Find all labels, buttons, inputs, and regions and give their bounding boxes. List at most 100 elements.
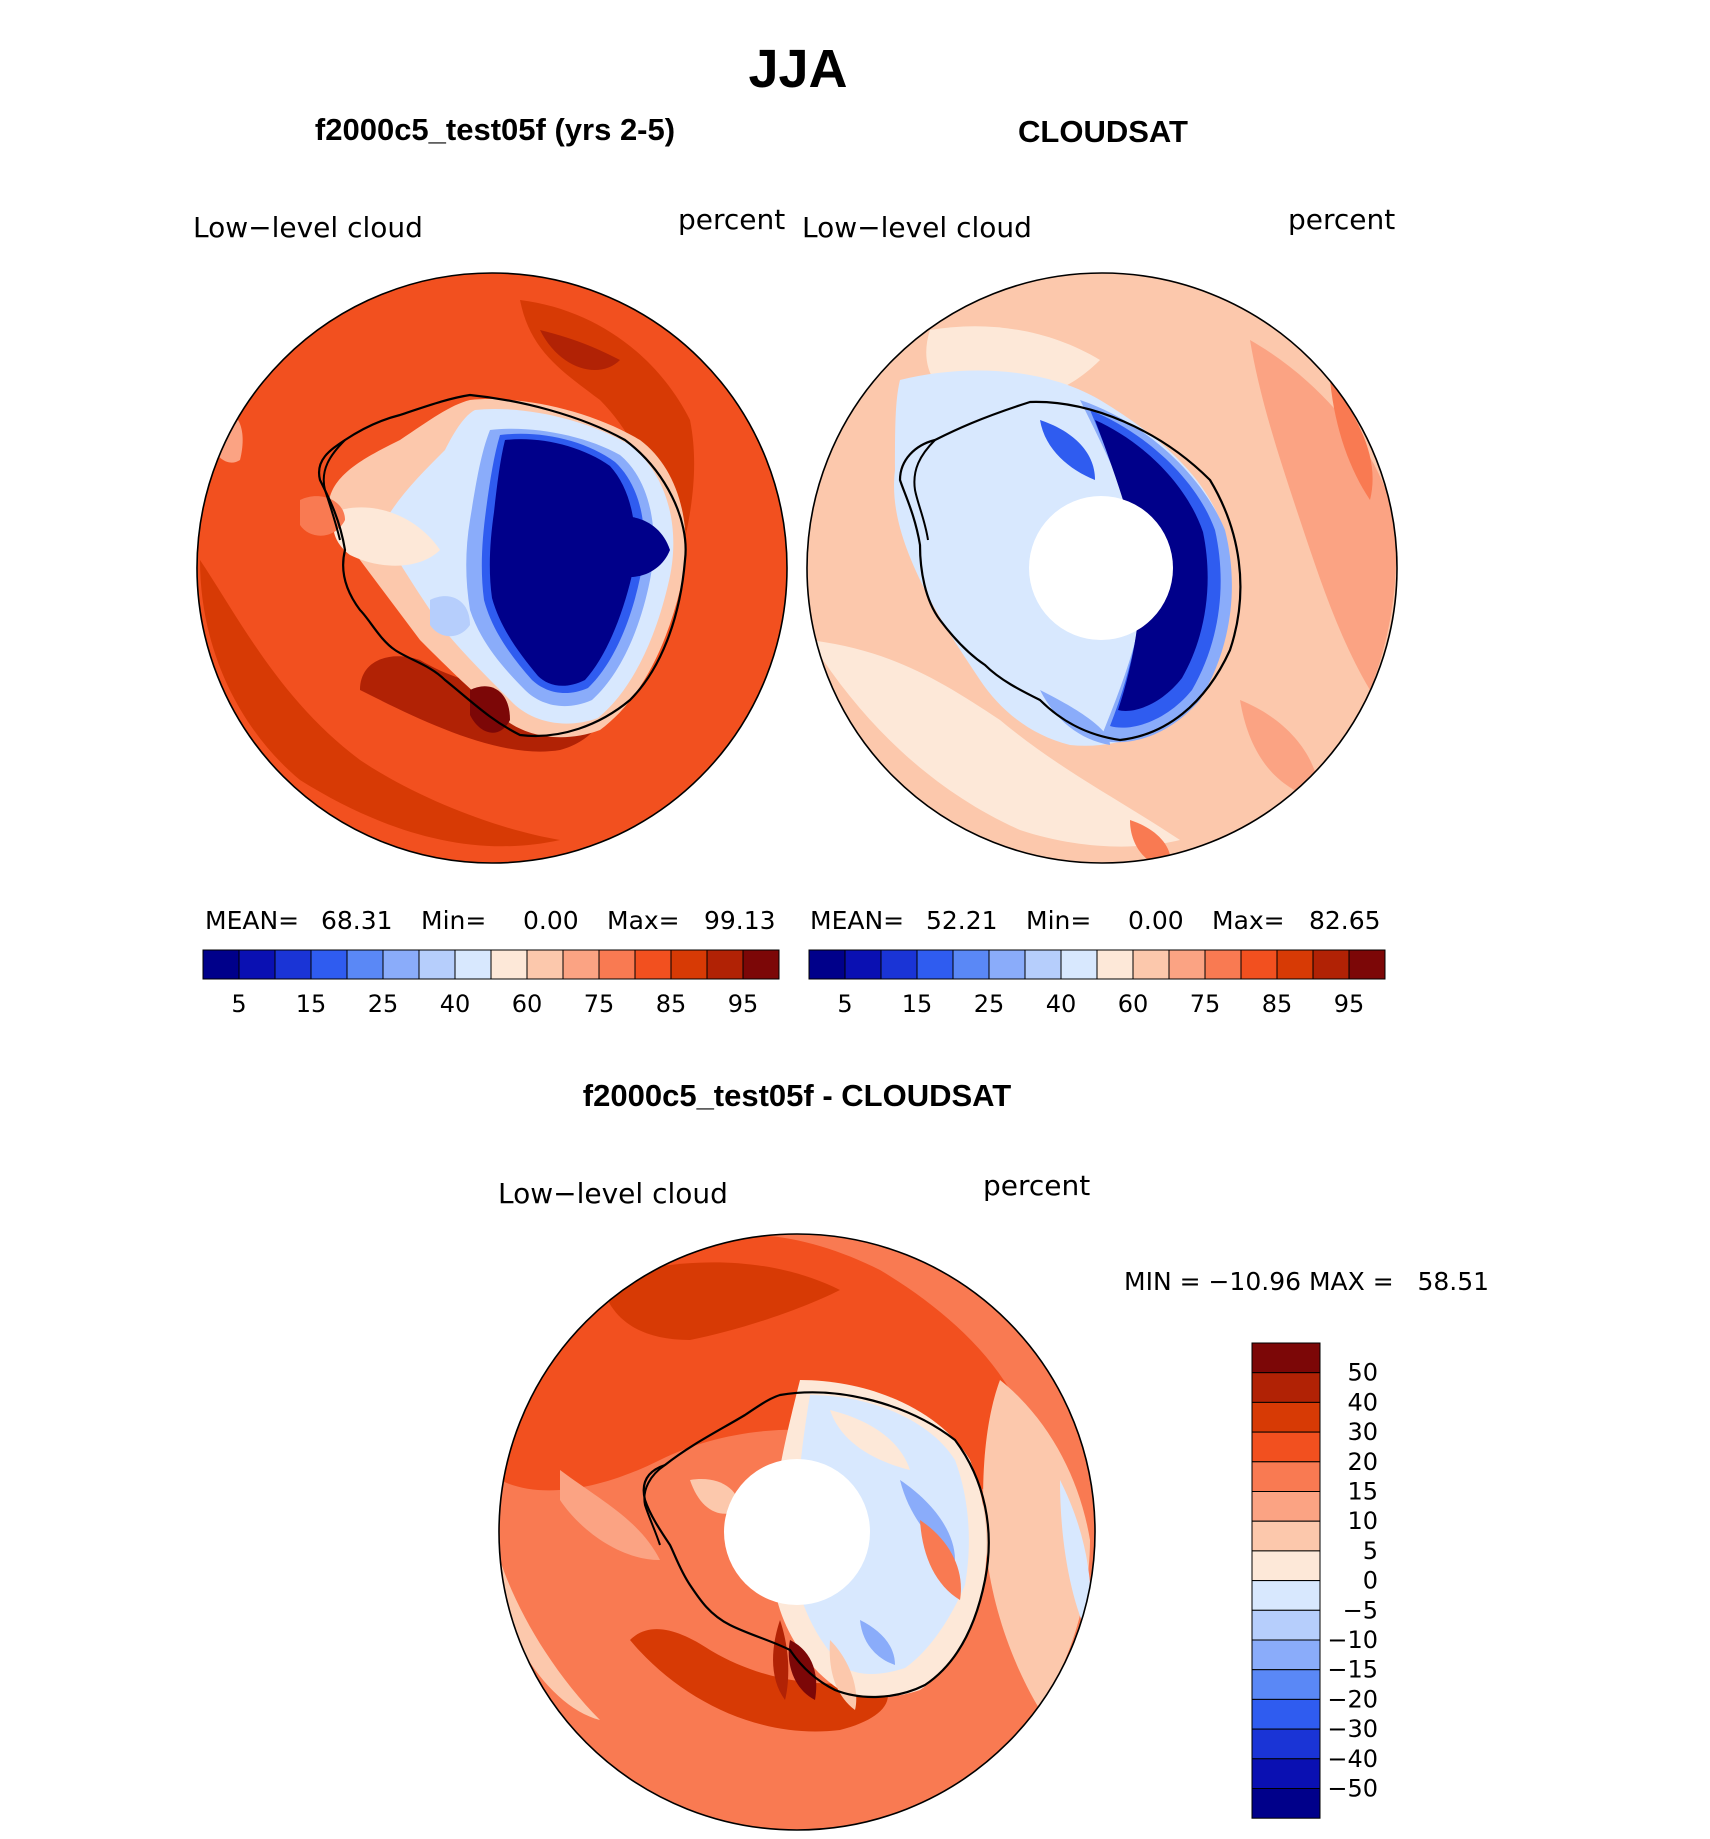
obs-colorbar <box>808 949 1386 980</box>
obs-min-value: 0.00 <box>1128 906 1184 935</box>
diff-colorbar <box>1251 1342 1321 1819</box>
colorbar-swatch <box>1060 949 1098 980</box>
colorbar-tick-label: −50 <box>1327 1775 1378 1803</box>
model-mean-value: 68.31 <box>321 906 393 935</box>
colorbar-tick-label: −30 <box>1327 1715 1378 1743</box>
obs-variable-label: Low−level cloud <box>802 211 1032 244</box>
obs-polar-map <box>806 272 1398 864</box>
colorbar-tick-label: 95 <box>728 990 759 1018</box>
model-colorbar-ticks: 5 15 25 40 60 75 85 95 <box>231 990 758 1018</box>
colorbar-swatch <box>1251 1491 1321 1522</box>
diff-variable-label: Low−level cloud <box>498 1177 728 1210</box>
colorbar-swatch <box>706 949 744 980</box>
colorbar-tick-label: −40 <box>1327 1745 1378 1773</box>
colorbar-swatch <box>1251 1580 1321 1611</box>
colorbar-tick-label: 20 <box>1347 1448 1378 1476</box>
colorbar-tick-label: 40 <box>440 990 471 1018</box>
colorbar-swatch <box>1348 949 1386 980</box>
obs-colorbar-ticks: 5 15 25 40 60 75 85 95 <box>837 990 1364 1018</box>
obs-stats: MEAN= 52.21 Min= 0.00 Max= 82.65 <box>810 906 1381 935</box>
obs-units-label: percent <box>1288 203 1395 236</box>
colorbar-swatch <box>382 949 420 980</box>
colorbar-tick-label: 5 <box>837 990 852 1018</box>
colorbar-swatch <box>310 949 348 980</box>
obs-max-label: Max= <box>1212 906 1285 935</box>
model-stats: MEAN= 68.31 Min= 0.00 Max= 99.13 <box>205 906 776 935</box>
diff-polar-map <box>498 1233 1096 1831</box>
colorbar-tick-label: 15 <box>902 990 933 1018</box>
colorbar-tick-label: 75 <box>584 990 615 1018</box>
obs-mean-value: 52.21 <box>926 906 998 935</box>
panel-title-model: f2000c5_test05f (yrs 2-5) <box>315 112 675 147</box>
colorbar-swatch <box>490 949 528 980</box>
colorbar-swatch <box>274 949 312 980</box>
diff-minmax: MIN = −10.96 MAX = 58.51 <box>1124 1267 1489 1296</box>
colorbar-swatch <box>1024 949 1062 980</box>
obs-min-label: Min= <box>1026 906 1091 935</box>
colorbar-swatch <box>1251 1461 1321 1493</box>
colorbar-tick-label: −5 <box>1343 1596 1378 1624</box>
model-min-label: Min= <box>421 906 486 935</box>
model-max-label: Max= <box>607 906 680 935</box>
colorbar-swatch <box>1168 949 1206 980</box>
colorbar-tick-label: 40 <box>1347 1388 1378 1416</box>
colorbar-tick-label: 85 <box>656 990 687 1018</box>
colorbar-swatch <box>670 949 708 980</box>
colorbar-swatch <box>952 949 990 980</box>
colorbar-tick-label: 30 <box>1347 1418 1378 1446</box>
colorbar-swatch <box>1251 1728 1321 1760</box>
obs-max-value: 82.65 <box>1309 906 1381 935</box>
colorbar-swatch <box>1251 1372 1321 1403</box>
colorbar-swatch <box>1251 1401 1321 1433</box>
colorbar-swatch <box>1096 949 1134 980</box>
colorbar-swatch <box>844 949 882 980</box>
figure-title: JJA <box>748 39 847 99</box>
colorbar-tick-label: −15 <box>1327 1656 1378 1684</box>
colorbar-swatch <box>1132 949 1170 980</box>
model-colorbar <box>202 949 780 980</box>
colorbar-tick-label: 95 <box>1334 990 1365 1018</box>
colorbar-swatch <box>238 949 276 980</box>
colorbar-tick-label: 60 <box>1118 990 1149 1018</box>
colorbar-swatch <box>454 949 492 980</box>
colorbar-swatch <box>1251 1788 1321 1819</box>
colorbar-swatch <box>1251 1342 1321 1374</box>
colorbar-tick-label: −20 <box>1327 1685 1378 1713</box>
colorbar-tick-label: 25 <box>974 990 1005 1018</box>
colorbar-tick-label: −10 <box>1327 1626 1378 1654</box>
model-min-value: 0.00 <box>523 906 579 935</box>
colorbar-swatch <box>1251 1550 1321 1582</box>
colorbar-swatch <box>1251 1609 1321 1641</box>
colorbar-swatch <box>916 949 954 980</box>
colorbar-tick-label: 50 <box>1347 1359 1378 1387</box>
model-variable-label: Low−level cloud <box>193 211 423 244</box>
colorbar-swatch <box>808 949 846 980</box>
colorbar-swatch <box>988 949 1026 980</box>
model-max-value: 99.13 <box>704 906 776 935</box>
colorbar-swatch <box>1204 949 1242 980</box>
colorbar-swatch <box>418 949 456 980</box>
model-mean-label: MEAN= <box>205 906 299 935</box>
colorbar-swatch <box>1312 949 1350 980</box>
colorbar-swatch <box>1251 1639 1321 1671</box>
colorbar-swatch <box>880 949 918 980</box>
colorbar-tick-label: 25 <box>368 990 399 1018</box>
colorbar-swatch <box>526 949 564 980</box>
colorbar-swatch <box>634 949 672 980</box>
colorbar-swatch <box>598 949 636 980</box>
colorbar-swatch <box>1251 1669 1321 1700</box>
colorbar-tick-label: 5 <box>1363 1537 1378 1565</box>
colorbar-swatch <box>742 949 780 980</box>
model-polar-map <box>196 272 788 864</box>
model-units-label: percent <box>678 203 785 236</box>
colorbar-swatch <box>1251 1520 1321 1552</box>
colorbar-swatch <box>1240 949 1278 980</box>
colorbar-tick-label: 60 <box>512 990 543 1018</box>
colorbar-swatch <box>1251 1758 1321 1790</box>
colorbar-swatch <box>202 949 240 980</box>
panel-title-obs: CLOUDSAT <box>1018 114 1188 149</box>
colorbar-tick-label: 0 <box>1363 1567 1378 1595</box>
colorbar-tick-label: 75 <box>1190 990 1221 1018</box>
